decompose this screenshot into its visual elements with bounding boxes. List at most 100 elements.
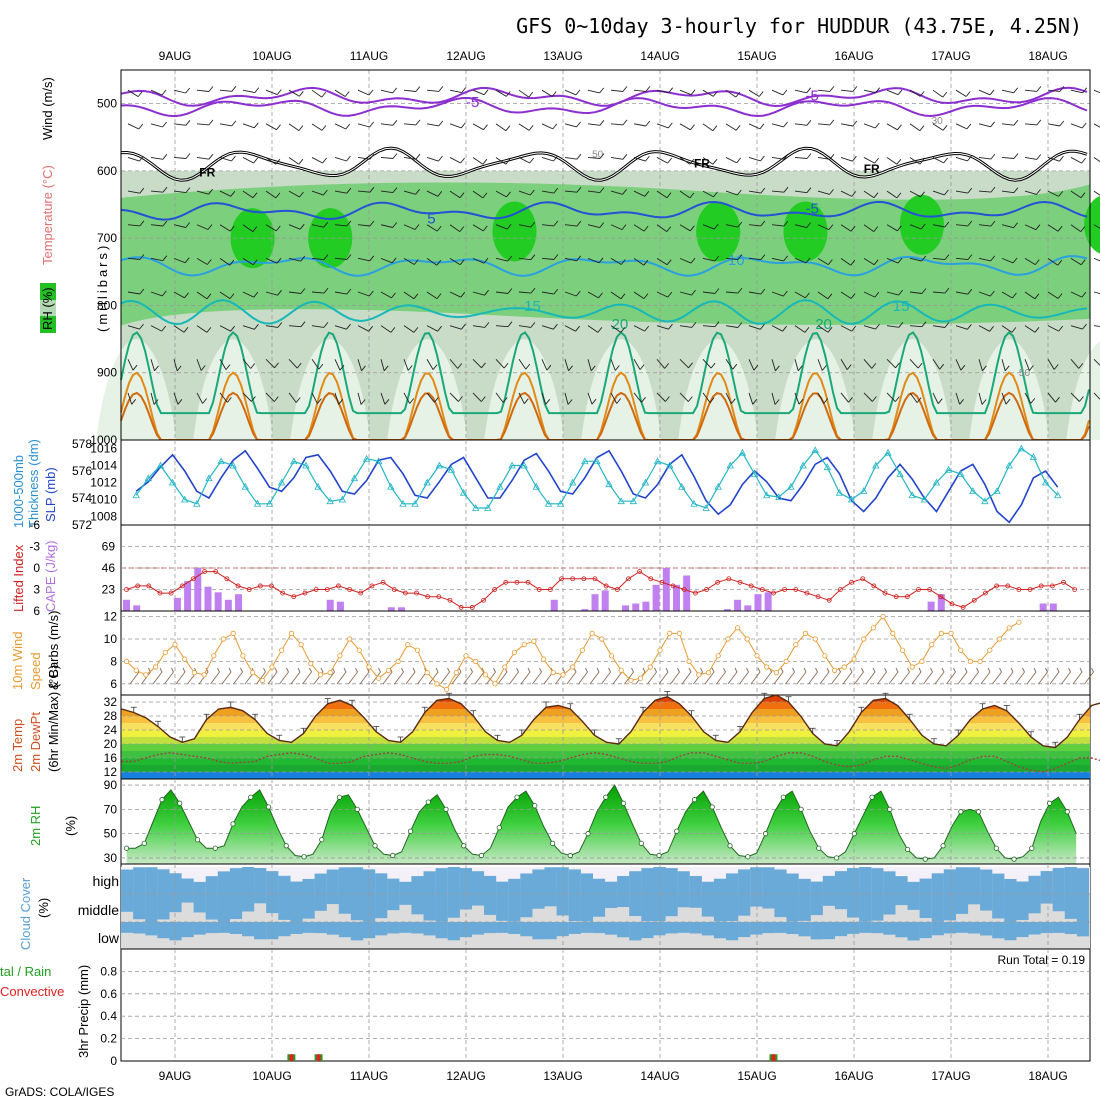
rh2m-axis-label: 2m RH	[28, 806, 43, 846]
cape-bar-79	[927, 601, 935, 611]
li-point-17	[313, 587, 319, 592]
rh-point-82	[851, 831, 857, 837]
wind-point-2	[143, 672, 149, 678]
isotherm-20	[120, 330, 1090, 415]
slp-point-45	[678, 482, 686, 490]
wind-point-51	[618, 667, 624, 673]
li-point-23	[380, 579, 386, 585]
cape-bar-62	[754, 594, 762, 611]
bottom-date-label-8: 17AUG	[931, 1069, 970, 1083]
slp-point-6	[205, 474, 213, 482]
rh-point-36	[443, 806, 449, 812]
wind-point-48	[589, 630, 595, 637]
wind-point-84	[938, 630, 944, 637]
cape-bar-50	[632, 603, 640, 611]
li-point-39	[559, 576, 564, 582]
li-point-71	[916, 587, 921, 592]
wind-point-73	[831, 667, 838, 673]
precip-legend-total: tal / Rain	[0, 964, 51, 979]
top-date-label-8: 17AUG	[931, 49, 970, 63]
wind-point-15	[269, 664, 275, 670]
li-point-67	[871, 583, 877, 589]
top-date-label-5: 14AUG	[640, 49, 679, 63]
precip-conv-bar-2	[771, 1054, 776, 1061]
wind-point-71	[812, 636, 818, 642]
rh-point-18	[283, 843, 289, 849]
slp-point-56	[811, 446, 819, 454]
thickness-tick-572: 572	[72, 518, 92, 532]
wind-point-11	[230, 630, 236, 637]
bottom-date-label-3: 12AUG	[446, 1069, 485, 1083]
bottom-date-label-9: 18AUG	[1028, 1069, 1067, 1083]
cape-bar-51	[642, 601, 650, 611]
cape-bar-49	[622, 605, 630, 611]
li-point-51	[693, 590, 698, 596]
cape-bar-46	[591, 594, 599, 611]
isotherm-label-9: 15	[893, 298, 910, 315]
temp-tick-12: 12	[104, 765, 118, 779]
wind-point-81	[909, 664, 915, 670]
li-point-44	[614, 587, 620, 592]
rh-point-86	[887, 806, 893, 812]
wind-point-54	[647, 664, 653, 670]
wind-point-9	[211, 653, 217, 659]
li-tick-3: 3	[33, 583, 40, 597]
li-point-45	[626, 576, 631, 582]
cape-bar-52	[652, 584, 660, 611]
slp-point-17	[338, 495, 346, 503]
top-date-label-6: 15AUG	[737, 49, 776, 63]
rh-tick-90: 90	[104, 778, 118, 792]
li-point-29	[447, 597, 453, 603]
wind-point-8	[201, 672, 207, 678]
wind-point-44	[550, 669, 556, 676]
wind-point-70	[802, 630, 809, 637]
wind-point-50	[608, 653, 615, 659]
rh-point-30	[390, 852, 396, 859]
wind-point-89	[987, 647, 993, 653]
li-point-60	[793, 587, 799, 592]
dewpt-line	[121, 752, 1100, 773]
li-tick-6: 6	[33, 604, 40, 618]
li-point-5	[179, 583, 185, 589]
slp-point-51	[750, 470, 759, 477]
li-point-27	[425, 594, 431, 600]
rh-point-40	[478, 852, 485, 859]
li-point-32	[481, 597, 486, 603]
top-date-label-9: 18AUG	[1028, 49, 1067, 63]
slp-point-13	[290, 457, 298, 465]
rh-fill	[126, 785, 1077, 864]
cape-tick-69: 69	[102, 540, 116, 554]
slp-point-32	[520, 461, 528, 469]
wind-point-0	[123, 658, 130, 665]
wind-point-36	[473, 658, 479, 665]
rh-point-50	[567, 852, 573, 859]
temp2m-axis-label: 2m Temp	[10, 719, 25, 772]
pressure-tick-600: 600	[97, 164, 117, 178]
wind-point-27	[385, 667, 391, 673]
slp-point-55	[799, 461, 807, 469]
rh-point-70	[745, 854, 751, 860]
cape-bar-26	[387, 607, 395, 611]
wind-point-17	[288, 630, 294, 637]
li-point-53	[715, 579, 721, 585]
precip-tick-0.4: 0.4	[100, 1009, 117, 1023]
top-date-label-4: 13AUG	[543, 49, 582, 63]
li-point-41	[581, 576, 587, 582]
wind-point-55	[657, 647, 663, 653]
slp-point-18	[350, 474, 359, 482]
rh-point-54	[603, 794, 609, 800]
rh-point-74	[780, 794, 786, 800]
cloud-unit-label: (%)	[36, 898, 51, 918]
slp-tick-1014: 1014	[90, 459, 117, 473]
isotherm-label-1: -5	[806, 87, 819, 104]
isotherm-label-6: 5	[427, 210, 435, 227]
slp-point-23	[411, 499, 419, 507]
rh-tick-70: 70	[104, 802, 118, 816]
li-point-15	[291, 594, 297, 600]
li-point-54	[726, 576, 732, 582]
rh-point-94	[958, 809, 964, 815]
slp-point-24	[423, 478, 431, 486]
wind-point-72	[822, 653, 828, 659]
wind-point-23	[346, 636, 353, 642]
wind-point-14	[259, 677, 265, 684]
